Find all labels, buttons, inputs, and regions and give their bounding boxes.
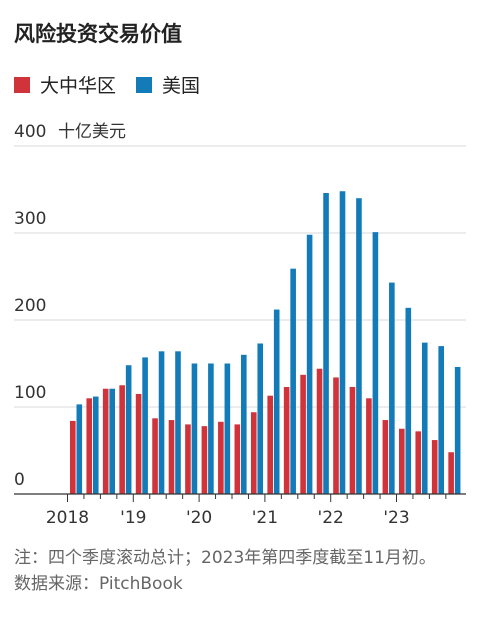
footer: 注：四个季度滚动总计；2023年第四季度截至11月初。 数据来源：PitchBo… <box>14 545 454 597</box>
bar-us-7 <box>191 363 198 494</box>
bar-greater-china-21 <box>415 431 422 494</box>
legend-label-us: 美国 <box>162 75 201 97</box>
legend-label-greater-china: 大中华区 <box>40 75 117 97</box>
bar-us-23 <box>454 366 461 494</box>
bar-greater-china-6 <box>168 420 175 494</box>
bar-us-18 <box>372 232 379 494</box>
legend-swatch-us <box>136 76 153 93</box>
bar-greater-china-17 <box>349 386 356 494</box>
legend: 大中华区 美国 <box>14 71 220 98</box>
bar-greater-china-12 <box>267 395 273 494</box>
source-note: 数据来源：PitchBook <box>14 574 183 594</box>
y-tick-label-400: 400 <box>14 122 46 142</box>
legend-swatch-greater-china <box>14 76 30 93</box>
bar-us-3 <box>125 365 132 494</box>
legend-item-greater-china: 大中华区 <box>14 71 116 98</box>
x-axis: 2018 '19 '20 '21 '22 '23 <box>14 493 466 528</box>
bar-greater-china-13 <box>283 386 290 494</box>
x-tick-label-16: '22 <box>318 508 344 528</box>
y-tick-label-0: 0 <box>14 470 25 490</box>
bar-us-11 <box>257 343 264 494</box>
y-axis-labels: 0 100 200 300 400 十亿美元 <box>14 122 126 490</box>
y-axis-unit: 十亿美元 <box>58 122 126 142</box>
bar-us-5 <box>158 351 165 494</box>
bar-greater-china-4 <box>135 393 142 494</box>
x-tick-label-4: '19 <box>120 508 146 528</box>
bar-us-4 <box>142 357 148 494</box>
bar-us-14 <box>306 234 313 494</box>
bar-greater-china-2 <box>102 388 109 494</box>
bar-greater-china-1 <box>86 398 93 494</box>
bar-greater-china-16 <box>333 377 339 494</box>
bar-us-0 <box>76 404 83 494</box>
bar-us-9 <box>224 363 231 494</box>
bars <box>70 191 461 494</box>
bar-us-19 <box>389 282 395 494</box>
bar-us-13 <box>290 268 296 494</box>
bar-us-20 <box>405 307 412 494</box>
bar-us-8 <box>208 363 214 494</box>
legend-item-us: 美国 <box>136 71 200 98</box>
x-tick-label-12: '21 <box>252 508 278 528</box>
y-tick-label-100: 100 <box>14 383 46 403</box>
x-tick-label-0: 2018 <box>46 508 89 528</box>
bar-us-2 <box>109 388 115 494</box>
bar-greater-china-22 <box>431 440 438 494</box>
bar-chart: 0 100 200 300 400 十亿美元 2018 '19 '20 '21 '22 '23 <box>14 122 466 528</box>
footnote: 注：四个季度滚动总计；2023年第四季度截至11月初。 <box>14 548 436 568</box>
bar-greater-china-11 <box>250 412 257 494</box>
bar-us-17 <box>356 198 362 494</box>
bar-greater-china-14 <box>300 374 306 494</box>
bar-greater-china-5 <box>152 418 158 494</box>
bar-greater-china-3 <box>119 385 125 494</box>
bar-greater-china-7 <box>185 424 191 494</box>
x-tick-label-20: '23 <box>383 508 409 528</box>
bar-greater-china-9 <box>218 421 224 494</box>
bar-us-21 <box>421 342 428 494</box>
chart-title: 风险投资交易价值 <box>14 22 182 46</box>
bar-us-22 <box>438 346 444 494</box>
bar-greater-china-0 <box>70 420 76 494</box>
y-tick-label-300: 300 <box>14 209 46 229</box>
bar-us-10 <box>241 354 247 494</box>
bar-us-16 <box>339 191 346 494</box>
bar-greater-china-20 <box>399 428 405 494</box>
bar-greater-china-10 <box>234 424 241 494</box>
bar-greater-china-23 <box>448 452 454 494</box>
bar-greater-china-19 <box>382 420 389 494</box>
x-tick-label-8: '20 <box>186 508 212 528</box>
bar-us-6 <box>175 351 181 494</box>
bar-greater-china-15 <box>316 368 323 494</box>
bar-us-15 <box>323 192 329 494</box>
gridlines <box>14 145 466 408</box>
y-tick-label-200: 200 <box>14 296 46 316</box>
bar-greater-china-18 <box>366 398 372 494</box>
bar-us-1 <box>92 396 99 494</box>
bar-us-12 <box>273 309 280 494</box>
bar-greater-china-8 <box>201 426 208 494</box>
